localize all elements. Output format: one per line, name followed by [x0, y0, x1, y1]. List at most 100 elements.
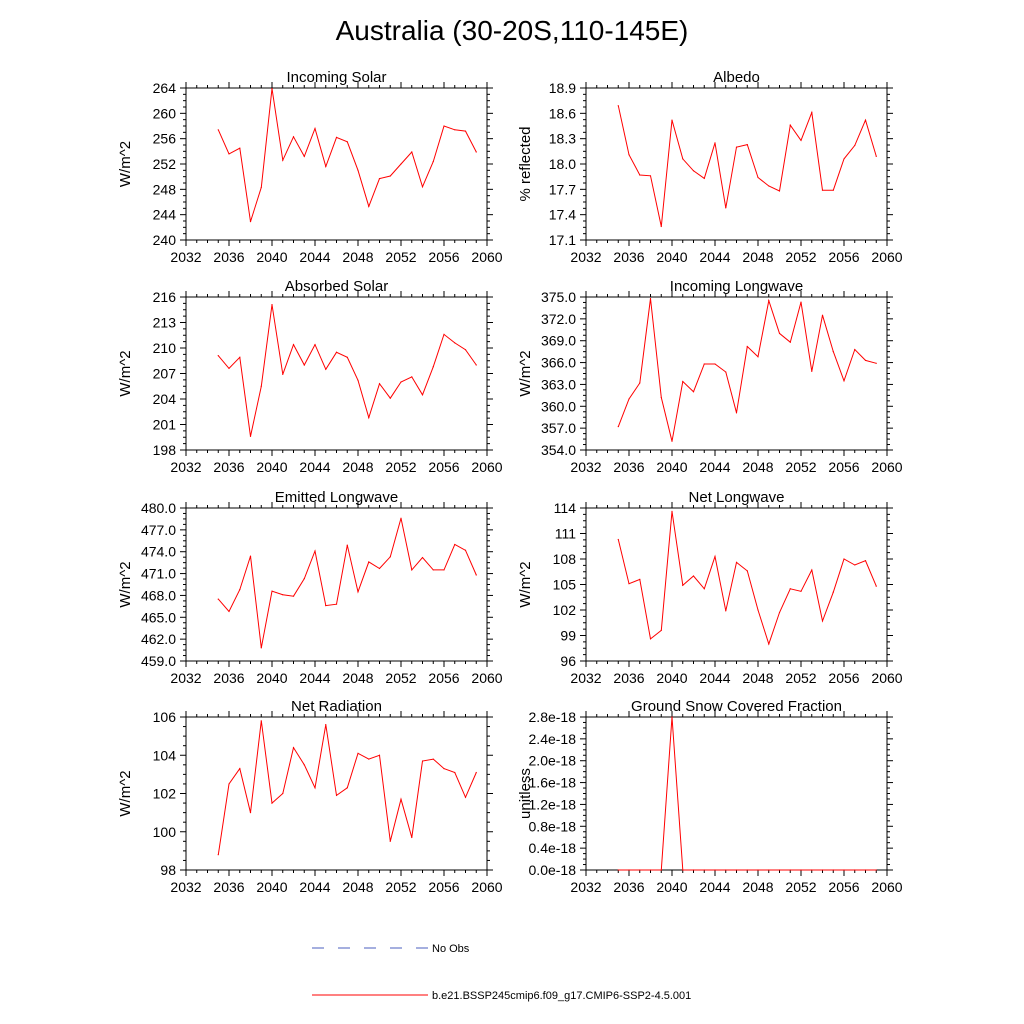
x-tick-label: 2036: [213, 670, 244, 686]
data-point: [843, 558, 845, 560]
x-tick-label: 2056: [828, 459, 859, 475]
data-point: [864, 869, 867, 871]
data-point: [639, 174, 641, 176]
x-tick-label: 2052: [385, 249, 416, 265]
data-point: [335, 136, 338, 138]
data-point: [443, 569, 445, 571]
data-point: [325, 605, 327, 607]
data-point: [811, 111, 813, 114]
x-tick-label: 2060: [471, 459, 502, 475]
x-tick-label: 2060: [871, 249, 902, 265]
data-point: [346, 544, 348, 546]
data-point: [703, 588, 705, 590]
data-point: [314, 550, 316, 552]
y-tick-label: 102: [553, 602, 577, 618]
y-tick-label: 462.0: [141, 631, 176, 647]
data-point: [239, 147, 241, 149]
data-point: [271, 88, 273, 90]
x-tick-label: 2044: [299, 670, 330, 686]
data-point: [239, 589, 241, 591]
y-tick-label: 474.0: [141, 544, 176, 560]
data-point: [789, 869, 791, 871]
data-point: [864, 119, 867, 121]
data-point: [335, 603, 338, 605]
x-tick-label: 2044: [699, 879, 730, 895]
y-tick-label: 104: [153, 747, 177, 763]
x-tick-label: 2036: [613, 249, 644, 265]
data-point: [757, 609, 759, 611]
data-point: [228, 783, 230, 785]
data-point: [303, 764, 305, 766]
data-point: [660, 225, 662, 228]
data-point: [454, 342, 456, 344]
data-point: [443, 333, 445, 335]
x-tick-label: 2040: [256, 249, 287, 265]
y-axis-label: % reflected: [517, 126, 534, 201]
chart-panel: Incoming Longwave W/m^2 2032 2036 2040 2044 20…: [517, 278, 903, 475]
y-tick-label: 0.4e-18: [529, 840, 577, 856]
data-point: [875, 869, 877, 871]
x-tick-label: 2048: [342, 249, 373, 265]
x-tick-label: 2040: [656, 249, 687, 265]
data-point: [768, 869, 770, 871]
data-point: [789, 341, 791, 343]
data-point: [811, 370, 813, 372]
data-point: [843, 158, 845, 160]
y-tick-label: 98: [160, 862, 176, 878]
x-tick-label: 2052: [385, 879, 416, 895]
y-tick-label: 18.0: [549, 156, 576, 172]
data-point: [725, 207, 727, 209]
x-tick-label: 2052: [385, 670, 416, 686]
data-point: [671, 440, 673, 442]
data-point: [735, 146, 738, 148]
y-tick-label: 105: [553, 577, 577, 593]
data-point: [768, 643, 770, 645]
data-point: [368, 758, 370, 760]
x-tick-label: 2040: [256, 879, 287, 895]
data-point: [464, 549, 467, 551]
data-point: [282, 594, 284, 596]
data-point: [768, 185, 770, 187]
x-tick-label: 2060: [471, 879, 502, 895]
data-point: [778, 332, 781, 335]
data-point: [282, 792, 284, 795]
y-tick-label: 0.0e-18: [529, 862, 577, 878]
data-point: [249, 221, 252, 223]
x-tick-label: 2060: [871, 459, 902, 475]
data-point: [821, 620, 824, 622]
data-point: [703, 177, 705, 179]
y-tick-label: 260: [153, 105, 177, 121]
y-tick-label: 17.1: [549, 232, 576, 248]
data-point: [875, 155, 877, 157]
data-point: [757, 869, 759, 871]
x-tick-label: 2048: [742, 879, 773, 895]
data-point: [875, 362, 877, 364]
y-axis-label: W/m^2: [117, 350, 134, 396]
chart-panel: Net Longwave W/m^2 2032 2036 2040 2044 2048 205…: [517, 489, 903, 686]
y-tick-label: 477.0: [141, 522, 176, 538]
data-point: [432, 758, 434, 760]
y-tick-label: 96: [560, 653, 576, 669]
data-point: [314, 344, 316, 346]
data-point: [617, 105, 619, 107]
data-point: [854, 348, 856, 351]
data-point: [639, 578, 641, 581]
data-point: [811, 869, 813, 871]
data-point: [346, 356, 348, 358]
data-point: [714, 363, 716, 365]
data-point: [725, 610, 727, 612]
data-point: [357, 169, 359, 171]
data-point: [682, 380, 684, 383]
data-point: [239, 356, 241, 358]
data-point: [443, 768, 445, 770]
data-point: [832, 869, 834, 871]
y-tick-label: 354.0: [541, 442, 576, 458]
data-point: [443, 125, 445, 127]
data-point: [357, 752, 359, 754]
data-point: [421, 556, 424, 559]
data-point: [271, 590, 273, 592]
x-tick-label: 2048: [742, 459, 773, 475]
data-point: [854, 869, 856, 871]
data-point: [411, 836, 413, 839]
data-point: [682, 584, 684, 586]
